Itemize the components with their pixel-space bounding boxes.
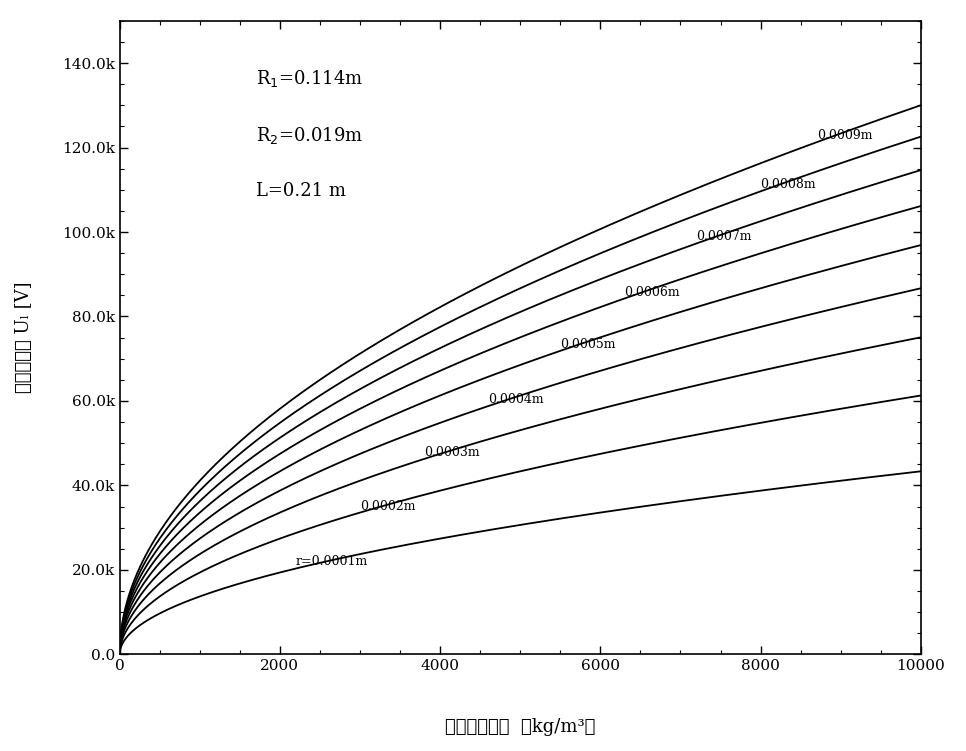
Text: r=0.0001m: r=0.0001m [296, 556, 368, 569]
Text: R$_2$=0.019m: R$_2$=0.019m [256, 125, 363, 146]
Text: 金属颗粒密度  ［kg/m³］: 金属颗粒密度 ［kg/m³］ [445, 718, 595, 736]
Text: L=0.21 m: L=0.21 m [256, 182, 346, 201]
Text: 0.0002m: 0.0002m [360, 499, 415, 513]
Text: 0.0003m: 0.0003m [424, 446, 480, 459]
Text: 0.0004m: 0.0004m [488, 393, 544, 406]
Text: 0.0006m: 0.0006m [624, 285, 680, 298]
Text: R$_1$=0.114m: R$_1$=0.114m [256, 68, 363, 89]
Text: 0.0005m: 0.0005m [560, 338, 615, 351]
Text: 0.0007m: 0.0007m [696, 231, 752, 243]
Text: 0.0009m: 0.0009m [816, 129, 872, 142]
Text: 起浮电压値 Uₗ [V]: 起浮电压値 Uₗ [V] [14, 282, 33, 394]
Text: 0.0008m: 0.0008m [760, 178, 816, 192]
